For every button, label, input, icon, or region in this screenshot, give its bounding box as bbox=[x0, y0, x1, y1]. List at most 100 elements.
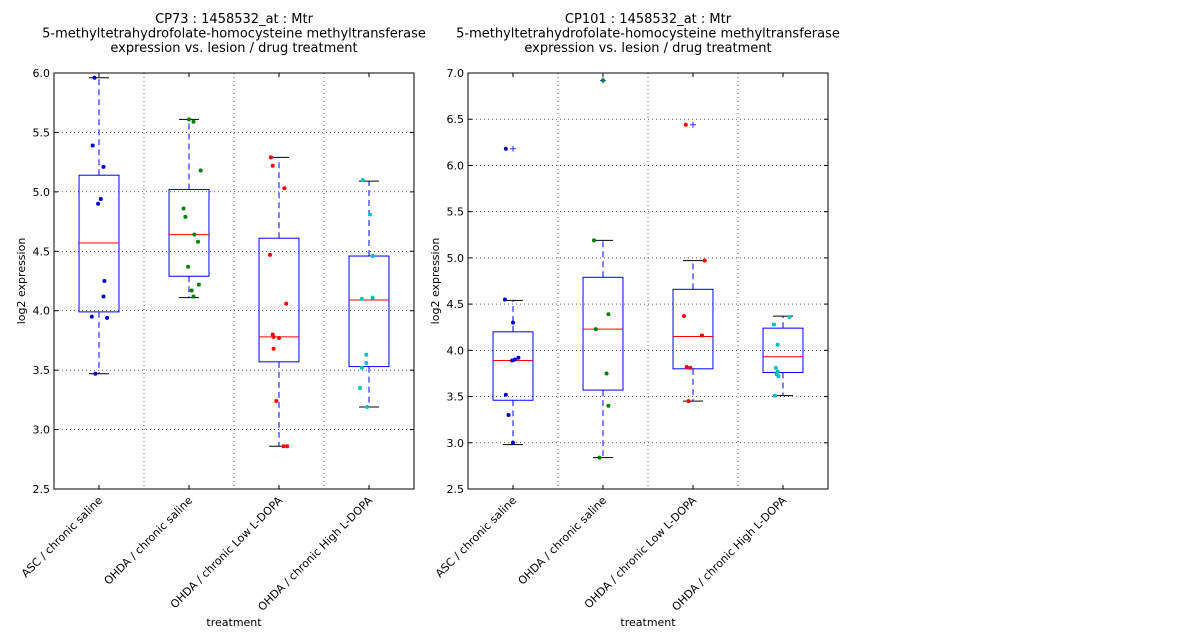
box-iqr bbox=[672, 288, 714, 370]
data-point bbox=[191, 119, 196, 124]
box-iqr bbox=[78, 174, 120, 313]
data-point bbox=[192, 232, 197, 237]
x-tick-label: ASC / chronic saline bbox=[433, 494, 519, 580]
y-tick-label: 6.0 bbox=[33, 67, 51, 80]
data-point bbox=[364, 352, 369, 357]
data-point bbox=[181, 206, 186, 211]
outlier-marker bbox=[510, 145, 516, 152]
y-tick-label: 3.0 bbox=[447, 437, 465, 450]
y-tick-label: 7.0 bbox=[447, 67, 465, 80]
data-point bbox=[102, 279, 107, 283]
y-tick-label: 4.0 bbox=[33, 305, 51, 318]
data-point bbox=[606, 312, 611, 317]
data-point bbox=[688, 365, 693, 370]
data-point bbox=[511, 320, 515, 325]
data-point bbox=[700, 333, 704, 338]
data-point bbox=[183, 214, 188, 219]
data-point bbox=[282, 186, 287, 191]
chart-title-line: 5-methyltetrahydrofolate-homocysteine me… bbox=[42, 27, 426, 42]
y-tick-label: 4.0 bbox=[447, 344, 465, 357]
x-axis-label: treatment bbox=[206, 616, 262, 629]
y-tick-label: 5.0 bbox=[33, 186, 51, 199]
data-point bbox=[359, 296, 364, 301]
y-tick-label: 2.5 bbox=[33, 483, 51, 496]
data-point bbox=[285, 444, 290, 449]
data-point bbox=[98, 196, 103, 201]
data-point bbox=[510, 358, 515, 363]
data-point bbox=[683, 122, 688, 127]
chart-title-line: CP73 : 1458532_at : Mtr bbox=[155, 12, 314, 27]
x-tick-label: OHDA / chronic saline bbox=[102, 494, 196, 588]
data-point bbox=[684, 364, 689, 369]
data-point bbox=[772, 322, 776, 327]
data-point bbox=[604, 371, 609, 376]
data-point bbox=[358, 385, 362, 390]
data-point bbox=[284, 301, 289, 306]
data-point bbox=[196, 239, 200, 244]
outlier-marker bbox=[690, 121, 696, 128]
data-point bbox=[511, 440, 515, 445]
y-tick-label: 6.5 bbox=[447, 113, 465, 126]
data-point bbox=[268, 252, 272, 257]
data-point bbox=[775, 342, 780, 347]
data-point bbox=[601, 78, 605, 83]
data-point bbox=[186, 264, 191, 269]
data-point bbox=[503, 392, 508, 397]
data-point bbox=[270, 163, 275, 168]
chart-title-line: 5-methyltetrahydrofolate-homocysteine me… bbox=[456, 27, 840, 42]
data-point bbox=[592, 238, 596, 243]
data-point bbox=[682, 314, 686, 319]
box-iqr bbox=[582, 276, 624, 391]
chart-panel-1: CP101 : 1458532_at : Mtr5-methyltetrahyd… bbox=[429, 12, 840, 629]
data-point bbox=[198, 168, 203, 173]
box-iqr bbox=[762, 327, 804, 374]
chart-title-line: CP101 : 1458532_at : Mtr bbox=[565, 12, 732, 27]
data-point bbox=[105, 315, 110, 320]
y-tick-label: 3.0 bbox=[33, 424, 51, 437]
y-tick-label: 3.5 bbox=[33, 364, 51, 377]
data-point bbox=[502, 297, 507, 302]
data-point bbox=[593, 327, 598, 332]
data-point bbox=[686, 399, 691, 404]
data-point bbox=[281, 444, 286, 449]
box-iqr bbox=[168, 188, 210, 277]
data-point bbox=[92, 75, 97, 80]
data-point bbox=[191, 294, 196, 299]
data-point bbox=[268, 155, 273, 160]
x-axis-label: treatment bbox=[620, 616, 676, 629]
data-point bbox=[702, 258, 707, 263]
y-tick-label: 2.5 bbox=[447, 483, 465, 496]
data-point bbox=[96, 201, 101, 206]
y-tick-label: 5.0 bbox=[447, 252, 465, 265]
data-point bbox=[196, 282, 201, 287]
data-point bbox=[277, 336, 281, 341]
y-tick-label: 5.5 bbox=[33, 126, 51, 139]
y-tick-label: 4.5 bbox=[33, 245, 51, 258]
y-tick-label: 5.5 bbox=[447, 206, 465, 219]
data-point bbox=[364, 361, 369, 366]
chart-panel-0: CP73 : 1458532_at : Mtr5-methyltetrahydr… bbox=[15, 12, 426, 629]
data-point bbox=[359, 365, 364, 370]
x-tick-label: OHDA / chronic saline bbox=[516, 494, 610, 588]
data-point bbox=[101, 294, 106, 299]
data-point bbox=[101, 164, 106, 169]
data-point bbox=[370, 254, 375, 259]
plot-frame bbox=[467, 72, 829, 490]
chart-title-line: expression vs. lesion / drug treatment bbox=[110, 41, 357, 56]
y-tick-label: 6.0 bbox=[447, 159, 465, 172]
data-point bbox=[516, 355, 521, 360]
plot-frame bbox=[53, 72, 415, 490]
chart-title-line: expression vs. lesion / drug treatment bbox=[524, 41, 771, 56]
box-iqr bbox=[258, 237, 300, 363]
data-point bbox=[365, 404, 370, 409]
data-point bbox=[503, 146, 508, 151]
y-tick-label: 3.5 bbox=[447, 391, 465, 404]
box-iqr bbox=[348, 255, 390, 368]
data-point bbox=[187, 117, 191, 122]
data-point bbox=[776, 374, 781, 379]
data-point bbox=[90, 143, 95, 148]
y-tick-label: 4.5 bbox=[447, 298, 465, 311]
data-point bbox=[367, 212, 372, 217]
data-point bbox=[271, 334, 276, 339]
y-axis-label: log2 expression bbox=[15, 238, 28, 325]
